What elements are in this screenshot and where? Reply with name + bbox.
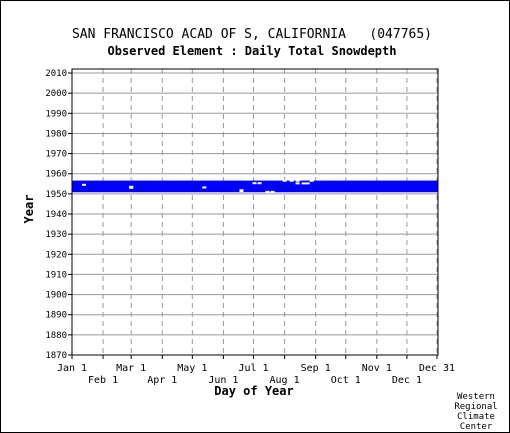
- y-tick-label: 1870: [45, 351, 67, 361]
- x-tick-label: Jul 1: [238, 363, 268, 374]
- x-tick-label: Jan 1: [57, 363, 87, 374]
- credit-line: Center: [460, 422, 493, 432]
- x-tick-label: May 1: [177, 363, 207, 374]
- x-tick-label: Mar 1: [116, 363, 146, 374]
- y-tick-label: 1990: [45, 109, 67, 119]
- missing-data-mark: [270, 190, 275, 193]
- x-tick-label: Sep 1: [301, 363, 331, 374]
- missing-data-mark: [282, 179, 287, 182]
- y-tick-label: 1900: [45, 291, 67, 301]
- y-tick-label: 1940: [45, 210, 67, 220]
- observed-data-band: [72, 180, 438, 193]
- y-tick-label: 2000: [45, 89, 67, 99]
- credit-line: Climate: [457, 412, 495, 422]
- x-tick-label: Dec 1: [392, 375, 422, 386]
- missing-data-mark: [202, 186, 207, 189]
- chart-subtitle: Observed Element : Daily Total Snowdepth: [108, 44, 397, 58]
- y-tick-label: 2010: [45, 69, 67, 79]
- credit-line: Western: [457, 392, 495, 402]
- missing-data-mark: [295, 179, 300, 182]
- missing-data-mark: [129, 185, 134, 188]
- x-tick-label: Apr 1: [147, 375, 177, 386]
- missing-data-mark: [295, 182, 300, 185]
- credit-line: Regional: [454, 402, 497, 412]
- y-axis-label: Year: [22, 195, 36, 224]
- x-tick-label: Oct 1: [331, 375, 361, 386]
- missing-data-mark: [301, 182, 306, 185]
- x-tick-label: Dec 31: [419, 363, 455, 374]
- missing-data-mark: [239, 190, 244, 193]
- y-tick-label: 1960: [45, 170, 67, 180]
- missing-data-mark: [305, 182, 310, 185]
- missing-data-mark: [257, 182, 262, 185]
- chart-title: SAN FRANCISCO ACAD OF S, CALIFORNIA (047…: [72, 27, 432, 42]
- missing-data-mark: [252, 182, 257, 185]
- x-axis-label: Day of Year: [214, 384, 293, 398]
- plot-border: [71, 68, 439, 356]
- y-tick-label: 1970: [45, 150, 67, 160]
- x-tick-label: Jun 1: [208, 375, 238, 386]
- missing-data-mark: [289, 179, 294, 182]
- y-tick-label: 1920: [45, 250, 67, 260]
- missing-data-mark: [129, 186, 134, 189]
- y-tick-label: 1880: [45, 331, 67, 341]
- y-tick-label: 1890: [45, 311, 67, 321]
- x-tick-label: Aug 1: [270, 375, 300, 386]
- missing-data-mark: [82, 183, 87, 186]
- x-tick-label: Feb 1: [88, 375, 118, 386]
- missing-data-mark: [265, 190, 270, 193]
- missing-data-mark: [309, 179, 314, 182]
- x-tick-label: Nov 1: [362, 363, 392, 374]
- y-tick-label: 1910: [45, 270, 67, 280]
- y-tick-label: 1950: [45, 190, 67, 200]
- plot-area: 1870 1880 1890 1900 1910 1920 1930 1940 1950 1960…: [45, 68, 455, 386]
- y-tick-label: 1980: [45, 129, 67, 139]
- y-tick-label: 1930: [45, 230, 67, 240]
